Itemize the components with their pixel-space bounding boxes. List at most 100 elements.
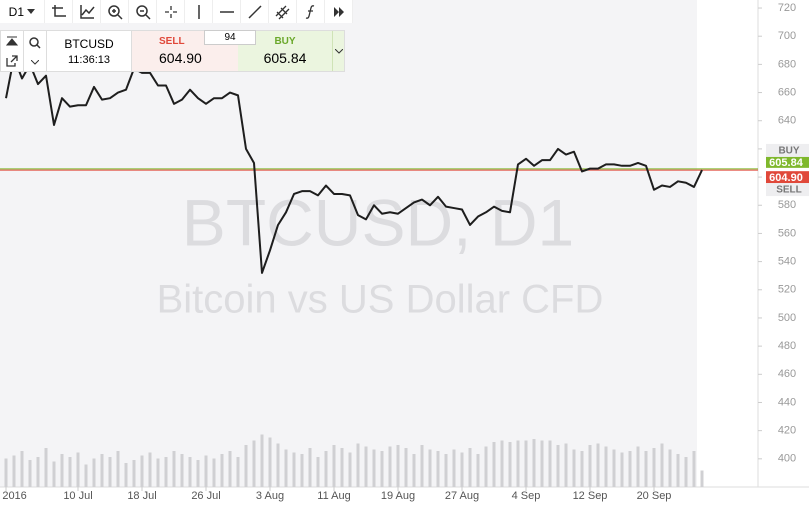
volume-bar: [340, 448, 344, 487]
price-tag-name: SELL: [776, 185, 802, 196]
volume-bar: [292, 452, 296, 487]
volume-bar: [20, 451, 24, 487]
volume-bar: [84, 464, 88, 487]
volume-bar: [668, 449, 672, 487]
volume-bar: [548, 440, 552, 487]
tool-more[interactable]: [325, 0, 353, 23]
y-tick-label: 460: [778, 368, 796, 380]
volume-bar: [172, 451, 176, 487]
volume-bar: [348, 452, 352, 487]
volume-bar: [28, 460, 32, 487]
volume-bar: [540, 440, 544, 487]
watermark-title: BTCUSD, D1: [182, 185, 574, 259]
y-tick-label: 720: [778, 2, 796, 14]
tool-zoom-in[interactable]: [101, 0, 129, 23]
volume-bar: [692, 451, 696, 487]
volume-bar: [52, 461, 56, 487]
volume-bar: [244, 445, 248, 487]
volume-bar: [100, 454, 104, 487]
watermark-subtitle: Bitcoin vs US Dollar CFD: [157, 278, 604, 322]
volume-bar: [684, 457, 688, 487]
icon: [79, 4, 95, 19]
tool-crosshair-axis[interactable]: [45, 0, 73, 23]
caret[interactable]: [31, 60, 39, 65]
x-tick-label: 19 Aug: [381, 490, 415, 502]
x-tick-label: 18 Jul: [127, 490, 156, 502]
volume-bar: [148, 452, 152, 487]
timeframe-button[interactable]: D1: [0, 0, 45, 23]
volume-bar: [300, 454, 304, 487]
volume-bar: [316, 457, 320, 487]
icon: [247, 4, 262, 19]
tool-channel[interactable]: [269, 0, 297, 23]
volume-bar: [68, 457, 72, 487]
volume-bar: [620, 452, 624, 487]
volume-bar: [508, 442, 512, 487]
clock: 11:36:13: [67, 53, 110, 66]
order-dropdown[interactable]: [332, 31, 344, 71]
popout-icon[interactable]: [6, 54, 18, 67]
price-tag-name-bg: [766, 143, 809, 157]
panel-controls: [1, 31, 24, 71]
volume-bar: [332, 445, 336, 487]
collapse-icon[interactable]: [6, 36, 18, 46]
y-tick-label: 680: [778, 58, 796, 70]
ticker-panel: BTCUSD 11:36:13 SELL 604.90 94 BUY 605.8…: [0, 30, 345, 72]
icon: [135, 4, 151, 20]
buy-label: BUY: [274, 36, 296, 47]
y-tick-label: 420: [778, 425, 796, 437]
volume-bar: [4, 458, 8, 487]
volume-bar: [196, 460, 200, 487]
volume-bar: [92, 458, 96, 487]
volume-bar: [380, 451, 384, 487]
volume-bar: [532, 439, 536, 487]
volume-bar: [396, 445, 400, 487]
tool-hline[interactable]: [213, 0, 241, 23]
price-tag-value: 605.84: [769, 157, 804, 169]
volume-bar: [284, 449, 288, 487]
y-tick-label: 640: [778, 115, 796, 127]
y-tick-label: 500: [778, 312, 796, 324]
buy-price: 605.84: [263, 50, 307, 66]
tool-vline[interactable]: [185, 0, 213, 23]
y-tick-label: 580: [778, 199, 796, 211]
caret: [27, 9, 36, 14]
volume-bar: [604, 446, 608, 487]
volume-bar: [268, 437, 272, 487]
volume-bar: [628, 451, 632, 487]
volume-bar: [372, 449, 376, 487]
volume-bar: [108, 457, 112, 487]
volume-bar: [164, 457, 168, 487]
volume-bar: [188, 457, 192, 487]
volume-bar: [236, 457, 240, 487]
tool-trendline[interactable]: [241, 0, 269, 23]
volume-bar: [588, 445, 592, 487]
icon: [219, 10, 234, 13]
sell-price: 604.90: [159, 50, 202, 66]
volume-bar: [444, 454, 448, 487]
volume-bar: [140, 455, 144, 487]
tool-crosshair[interactable]: [157, 0, 185, 23]
icon: [333, 6, 344, 17]
symbol-box[interactable]: BTCUSD 11:36:13: [47, 31, 132, 71]
volume-bar: [276, 443, 280, 487]
volume-bar: [180, 454, 184, 487]
volume-bar: [524, 440, 528, 487]
volume-bar: [44, 448, 48, 487]
search-icon[interactable]: [29, 37, 41, 49]
volume-bar: [572, 449, 576, 487]
x-tick-label: 26 Jul: [191, 490, 220, 502]
volume-bar: [612, 449, 616, 487]
tool-function[interactable]: [297, 0, 325, 23]
tool-indicators[interactable]: [73, 0, 101, 23]
volume-bar: [356, 443, 360, 487]
sell-label: SELL: [159, 36, 185, 47]
volume-bar: [404, 448, 408, 487]
volume-bar: [492, 442, 496, 487]
tool-zoom-out[interactable]: [129, 0, 157, 23]
volume-bar: [132, 460, 136, 487]
volume-bar: [700, 470, 704, 487]
volume-bar: [308, 448, 312, 487]
volume-bar: [436, 451, 440, 487]
